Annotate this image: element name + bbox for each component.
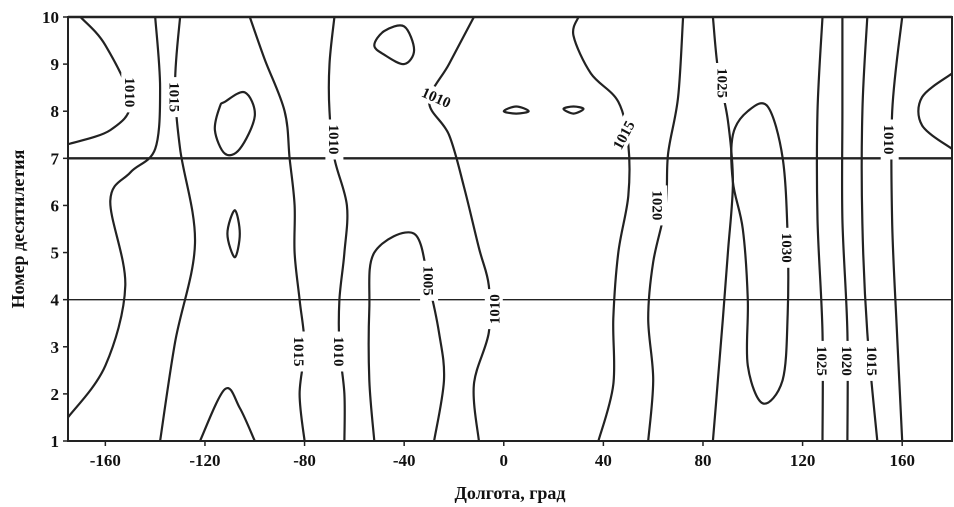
contour-line <box>226 209 241 259</box>
contour-label: 1015 <box>863 346 879 376</box>
contour-label: 1010 <box>330 337 346 367</box>
y-tick-label: 8 <box>51 102 60 121</box>
contour-label-background <box>838 340 857 381</box>
contour-label-background <box>166 77 185 118</box>
contour-line-1005 <box>367 231 446 441</box>
contour-label-background <box>420 260 439 301</box>
contour-label: 1030 <box>778 233 794 263</box>
x-tick-label: 160 <box>889 451 915 470</box>
contour-label-background <box>325 119 344 160</box>
plot-frame <box>67 16 953 442</box>
contour-label: 1015 <box>166 82 182 112</box>
contour-label-group: 1010 <box>880 119 899 160</box>
y-tick-label: 7 <box>51 149 60 168</box>
contour-label-group: 1010 <box>325 119 344 160</box>
contour-label-background <box>713 63 732 103</box>
contour-line-1010 <box>428 17 492 441</box>
contour-line <box>502 105 530 115</box>
y-tick-label: 10 <box>42 8 59 27</box>
contour-label-group: 1025 <box>813 340 832 381</box>
x-axis-ticks: -160 -120 -80 -40 0 40 80 120 160 <box>90 441 915 470</box>
contour-label-background <box>880 119 899 160</box>
contour-label: 1005 <box>420 266 436 296</box>
x-tick-label: 120 <box>790 451 816 470</box>
contour-label-group: 1015 <box>290 331 309 372</box>
contour-label-background <box>330 331 349 372</box>
contour-label: 1020 <box>838 346 854 376</box>
y-axis-title: Номер десятилетия <box>8 149 28 308</box>
contour-label-group: 1025 <box>713 63 732 103</box>
contour-label-background <box>605 112 641 157</box>
contour-labels-layer: 1010 1015 1010 1010 1015 1025 1010 1020 1030 1005… <box>121 63 899 381</box>
contour-label: 1010 <box>121 77 137 107</box>
contour-label-background <box>290 331 309 372</box>
x-tick-label: -80 <box>293 451 316 470</box>
contour-line <box>198 386 256 441</box>
contours-layer <box>68 17 952 441</box>
contour-label-background <box>649 185 668 226</box>
contour-label: 1010 <box>487 294 503 324</box>
contour-label-group: 1005 <box>420 260 439 301</box>
contour-label-group: 1010 <box>330 331 349 372</box>
contour-line-1010 <box>68 17 162 419</box>
y-tick-label: 2 <box>51 385 60 404</box>
contour-line-1010 <box>890 17 904 441</box>
contour-line <box>373 24 416 66</box>
contour-label-background <box>121 72 140 113</box>
x-tick-label: -120 <box>189 451 220 470</box>
y-tick-label: 9 <box>51 55 60 74</box>
contour-label-group: 1015 <box>863 340 882 381</box>
contour-label: 1025 <box>713 68 729 98</box>
x-tick-label: 80 <box>694 451 711 470</box>
x-tick-label: 40 <box>595 451 612 470</box>
contour-label-background <box>484 289 503 330</box>
contour-label-background <box>863 340 882 381</box>
y-tick-label: 1 <box>51 432 60 451</box>
contour-label-group: 1030 <box>778 227 797 268</box>
contour-line <box>213 90 256 157</box>
contour-line <box>562 105 585 115</box>
y-axis-ticks: 1 2 3 4 5 6 7 8 9 10 <box>42 8 68 451</box>
contour-line-1015 <box>571 17 631 441</box>
contour-label: 1010 <box>880 125 896 155</box>
y-tick-label: 3 <box>51 338 60 357</box>
contour-label-background <box>414 80 459 114</box>
y-tick-label: 6 <box>51 196 60 215</box>
y-tick-label: 4 <box>51 291 60 310</box>
contour-label: 1020 <box>649 190 665 220</box>
contour-label: 1015 <box>290 337 306 367</box>
y-tick-label: 5 <box>51 244 60 263</box>
contour-label-background <box>778 227 797 268</box>
x-tick-label: -160 <box>90 451 121 470</box>
x-axis-title: Долгота, град <box>454 483 565 503</box>
contour-line-1020 <box>647 17 685 441</box>
contour-label-group: 1010 <box>484 289 503 330</box>
contour-label-group: 1020 <box>838 340 857 381</box>
contour-label-background <box>813 340 832 381</box>
contour-label-group: 1020 <box>649 185 668 226</box>
contour-line <box>917 72 952 150</box>
x-tick-label: -40 <box>393 451 416 470</box>
x-tick-label: 0 <box>500 451 509 470</box>
contour-label-group: 1010 <box>121 72 140 113</box>
contour-label: 1010 <box>325 125 341 155</box>
contour-label: 1025 <box>813 346 829 376</box>
contour-label-group: 1015 <box>166 77 185 118</box>
